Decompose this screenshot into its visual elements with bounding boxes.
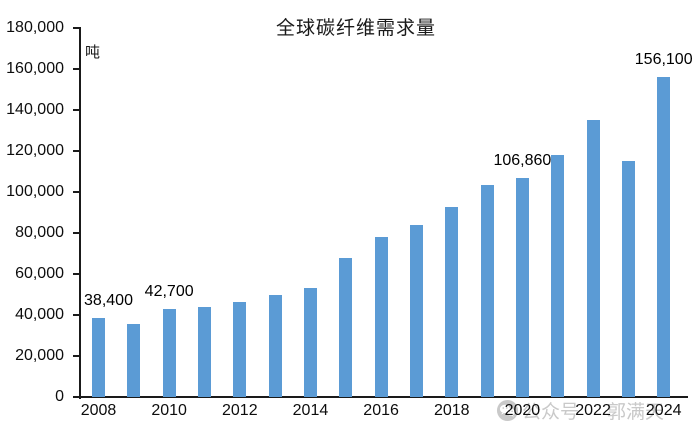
bar-2012 (233, 302, 247, 397)
x-tick-label-2008: 2008 (80, 402, 117, 419)
y-tick-label: 120,000 (6, 142, 64, 159)
bar-value-label-2024: 156,100 (634, 50, 693, 68)
bar-2014 (303, 287, 317, 397)
y-tick-label: 180,000 (6, 19, 64, 36)
x-tick-label-2022: 2022 (575, 402, 611, 419)
x-tick-label-2018: 2018 (433, 402, 470, 419)
bar-2011 (197, 306, 211, 397)
bar-2021 (551, 155, 565, 397)
y-tick-label: 80,000 (15, 224, 64, 241)
bar-2016 (374, 237, 388, 397)
bar-value-label-2010: 42,700 (144, 283, 194, 301)
x-tick-label-2012: 2012 (222, 402, 258, 419)
bar-2023 (621, 161, 635, 397)
bar-value-label-2008: 38,400 (84, 292, 133, 310)
wechat-icon (496, 399, 519, 422)
y-tick-mark (73, 314, 80, 316)
y-tick-mark (73, 109, 80, 111)
watermark: 公众号 郭满天 (496, 397, 664, 424)
bar-2015 (339, 257, 353, 397)
y-axis-line (79, 27, 81, 399)
y-tick-label: 40,000 (15, 306, 64, 323)
bar-2018 (445, 207, 459, 397)
y-tick-label: 140,000 (6, 101, 64, 118)
bar-2009 (127, 324, 141, 397)
bar-2022 (586, 120, 600, 397)
y-tick-mark (73, 273, 80, 275)
x-tick-label-2024: 2024 (645, 402, 682, 419)
y-tick-label: 60,000 (15, 265, 64, 282)
y-tick-label: 160,000 (6, 60, 64, 77)
chart-title: 全球碳纤维需求量 (275, 18, 437, 39)
bar-2013 (268, 294, 282, 397)
bar-value-label-2020: 106,860 (493, 151, 552, 169)
x-tick-label-2020: 2020 (504, 402, 541, 419)
y-tick-mark (73, 355, 80, 357)
y-tick-label: 100,000 (6, 183, 64, 200)
x-tick-label-2016: 2016 (363, 402, 399, 419)
bar-2019 (480, 184, 494, 397)
bar-2017 (409, 224, 423, 397)
y-tick-mark (73, 232, 80, 234)
y-tick-mark (73, 191, 80, 193)
bar-2024 (657, 76, 671, 397)
watermark-platform-text: 公众号 (522, 402, 580, 423)
y-tick-mark (73, 396, 80, 398)
watermark-name-text: 郭满天 (607, 402, 665, 423)
bar-2020 (515, 177, 529, 397)
x-tick-label-2010: 2010 (151, 402, 187, 419)
y-tick-mark (73, 150, 80, 152)
y-tick-mark (73, 68, 80, 70)
x-tick-label-2014: 2014 (292, 402, 329, 419)
y-tick-label: 0 (55, 388, 64, 405)
x-axis-line (79, 396, 688, 398)
bar-2008 (92, 318, 105, 397)
y-tick-mark (73, 27, 80, 29)
bar-2010 (162, 309, 176, 397)
y-tick-label: 20,000 (15, 347, 64, 364)
y-axis-unit-label: 吨 (85, 44, 101, 61)
